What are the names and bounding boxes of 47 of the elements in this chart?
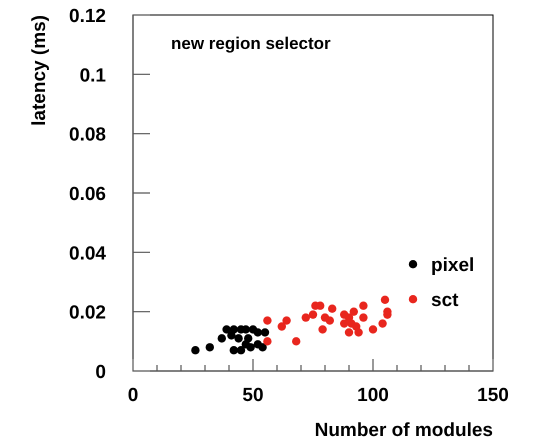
x-tick-label: 150 <box>477 385 509 406</box>
point <box>292 337 300 346</box>
y-tick-label: 0 <box>95 362 106 383</box>
point <box>234 334 243 343</box>
point <box>218 334 226 343</box>
point <box>340 319 348 328</box>
point <box>230 346 238 354</box>
point <box>258 343 267 352</box>
point <box>359 302 368 310</box>
point <box>236 346 246 354</box>
point <box>263 316 272 325</box>
point <box>318 325 327 334</box>
point <box>328 304 336 313</box>
legend-label: pixel <box>431 255 474 276</box>
y-tick-label: 0.02 <box>69 302 106 324</box>
point <box>344 313 354 322</box>
point <box>206 343 214 352</box>
point <box>368 325 378 334</box>
point <box>326 316 334 325</box>
y-tick-label: 0.12 <box>69 6 106 27</box>
point <box>344 328 354 337</box>
point <box>282 316 291 325</box>
text: new region selector <box>171 34 332 53</box>
x-tick-label: 100 <box>357 385 389 406</box>
point <box>242 340 250 348</box>
point <box>380 296 390 304</box>
point <box>302 313 310 322</box>
x-tick-label: 50 <box>242 385 264 406</box>
point <box>263 337 272 346</box>
y-tick-label: 0.06 <box>69 184 106 205</box>
y-axis-title: latency (ms) <box>29 15 50 126</box>
point <box>230 325 238 334</box>
point <box>352 322 360 331</box>
point <box>278 322 286 331</box>
x-tick-label: 0 <box>128 385 138 406</box>
point <box>191 346 200 354</box>
y-tick-label: 0.08 <box>69 124 106 146</box>
point <box>359 313 368 322</box>
y-tick-label: 0.1 <box>80 65 106 86</box>
point <box>260 328 270 337</box>
point <box>254 328 262 337</box>
x-axis-title: Number of modules <box>314 420 493 441</box>
legend-label: sct <box>431 290 460 312</box>
point <box>308 310 318 319</box>
point <box>350 307 358 316</box>
point <box>378 319 387 328</box>
y-tick-label: 0.04 <box>69 243 106 264</box>
